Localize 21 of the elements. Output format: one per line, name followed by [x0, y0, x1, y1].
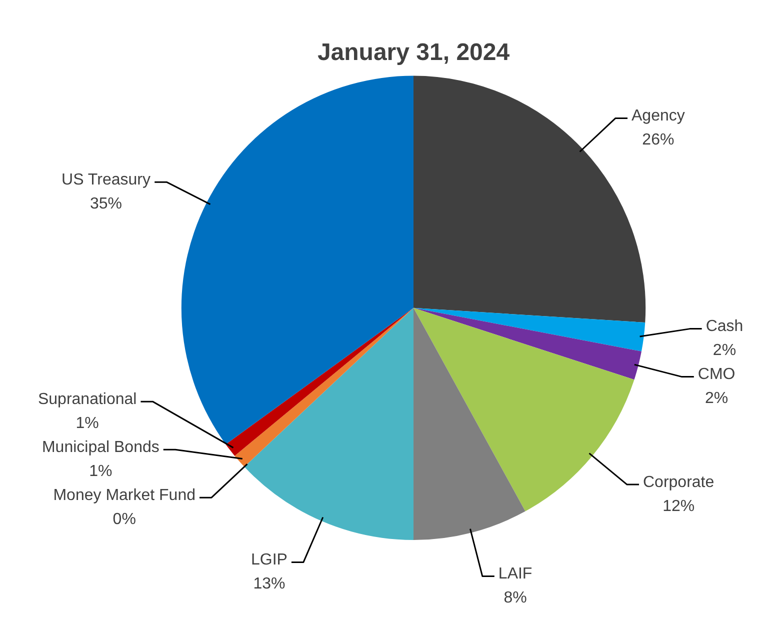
- data-label: 12%: [662, 498, 695, 515]
- slice-label: Municipal Bonds: [42, 438, 160, 456]
- slice-label: CMO: [698, 366, 736, 384]
- slice-label: Agency: [631, 108, 685, 125]
- chart-title: January 31, 2024: [317, 39, 510, 66]
- data-label: 1%: [89, 462, 112, 480]
- data-label: 1%: [76, 414, 99, 432]
- data-label: 35%: [90, 196, 122, 213]
- text: 0%: [112, 510, 136, 528]
- slice-label: Supranational: [38, 390, 137, 408]
- data-label: 2%: [704, 390, 728, 408]
- slice-label: Cash: [706, 318, 744, 336]
- slice-label: US Treasury: [62, 172, 150, 189]
- slice-label: Corporate: [643, 474, 714, 491]
- category-label: Money Market Fund: [53, 486, 196, 504]
- slice-label: LAIF: [498, 566, 532, 583]
- data-label: 8%: [504, 590, 527, 607]
- data-label: 13%: [253, 576, 286, 593]
- data-label: 2%: [712, 342, 736, 360]
- slice-label: LGIP: [250, 552, 288, 569]
- data-label: 26%: [642, 132, 674, 149]
